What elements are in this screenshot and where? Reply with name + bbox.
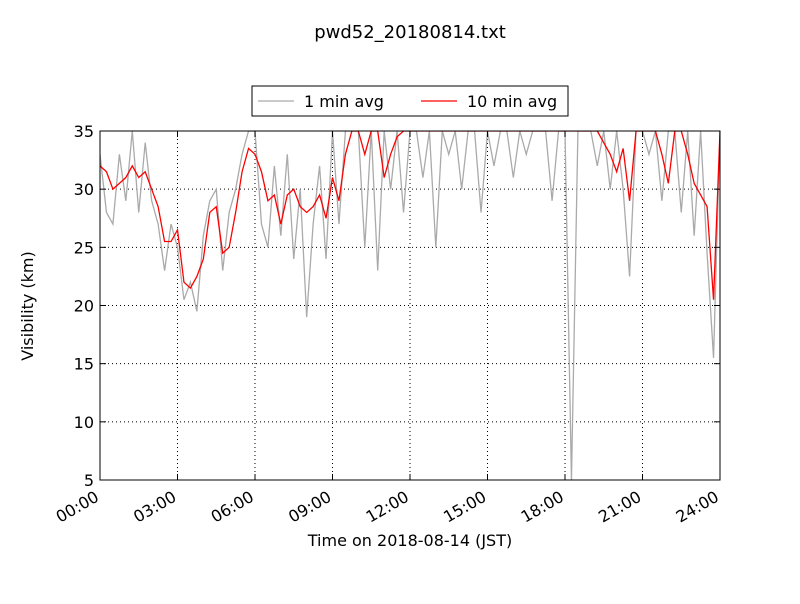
legend-box	[251, 85, 569, 117]
legend-label: 1 min avg	[304, 92, 384, 111]
y-tick-label: 30	[74, 180, 94, 199]
series-line	[100, 131, 720, 300]
chart-title: pwd52_20180814.txt	[314, 22, 506, 43]
y-tick-label: 5	[84, 471, 94, 490]
legend-label: 10 min avg	[467, 92, 557, 111]
y-tick-label: 35	[74, 122, 94, 141]
series-line	[100, 131, 720, 480]
y-tick-label: 15	[74, 355, 94, 374]
y-axis-label: Visibility (km)	[18, 251, 37, 360]
plot-lines	[100, 131, 720, 480]
y-tick-label: 20	[74, 297, 94, 316]
y-tick-label: 10	[74, 413, 94, 432]
x-axis-label: Time on 2018-08-14 (JST)	[307, 531, 512, 550]
legend: 1 min avg 10 min avg	[251, 85, 569, 117]
y-tick-label: 25	[74, 238, 94, 257]
